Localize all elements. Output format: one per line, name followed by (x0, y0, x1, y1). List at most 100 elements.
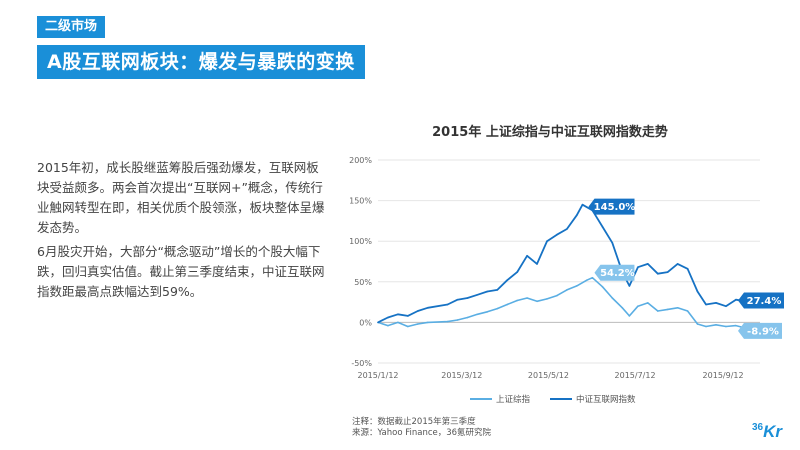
data-point-internet (506, 279, 509, 281)
data-point-internet (456, 298, 459, 301)
data-point-shanghai (656, 310, 659, 312)
data-point-internet (696, 290, 699, 293)
data-point-internet (656, 272, 659, 275)
data-point-shanghai (676, 306, 679, 309)
data-point-shanghai (397, 321, 399, 324)
data-point-shanghai (725, 325, 727, 328)
x-tick-label: 2015/9/12 (703, 371, 744, 380)
data-point-shanghai (516, 299, 518, 302)
data-point-internet (611, 242, 614, 244)
section-tag: 二级市场 (37, 16, 106, 38)
data-point-internet (486, 290, 489, 293)
data-point-internet (705, 303, 707, 306)
data-point-shanghai (506, 303, 509, 306)
data-point-shanghai (621, 306, 624, 309)
data-point-shanghai (556, 294, 558, 297)
data-point-shanghai (496, 307, 499, 310)
data-point-shanghai (416, 323, 419, 325)
data-point-internet (581, 203, 584, 206)
data-point-shanghai (585, 279, 588, 281)
data-point-internet (377, 321, 379, 324)
data-point-internet (387, 316, 389, 319)
x-tick-label: 2015/5/12 (528, 371, 569, 380)
paragraph-2: 6月股灾开始，大部分“概念驱动”增长的个股大幅下跌，回归真实估值。截止第三季度结… (37, 244, 325, 299)
data-point-internet (556, 233, 558, 236)
data-point-internet (526, 255, 528, 257)
data-point-shanghai (486, 311, 489, 313)
data-point-shanghai (715, 324, 717, 326)
data-point-shanghai (696, 323, 699, 325)
data-point-shanghai (536, 300, 538, 303)
data-point-shanghai (735, 324, 737, 327)
data-point-shanghai (466, 316, 469, 319)
data-point-shanghai (591, 276, 594, 279)
36kr-logo: 36Kr (752, 422, 782, 442)
data-point-internet (397, 313, 399, 316)
data-point-shanghai (387, 324, 389, 327)
internet-peak-label: 145.0% (594, 202, 636, 213)
series-line-internet (377, 203, 761, 324)
data-point-shanghai (576, 285, 578, 287)
internet-peak-label-box (588, 198, 635, 215)
data-point-internet (476, 293, 479, 296)
body-text: 2015年初，成长股继蓝筹股后强劲爆发，互联网板块受益颇多。两会首次提出“互联网… (37, 158, 327, 306)
legend-label-shanghai: 上证综指 (496, 394, 531, 405)
data-point-internet (516, 271, 518, 273)
y-tick-label: 200% (349, 156, 372, 165)
y-tick-label: -50% (351, 359, 372, 368)
series-line-shanghai (377, 276, 761, 330)
shanghai-peak-label-box (594, 264, 635, 281)
note-text: 注释：数据截止2015年第三季度 (352, 417, 476, 427)
x-tick-label: 2015/3/12 (441, 371, 482, 380)
data-point-shanghai (686, 310, 689, 312)
data-point-internet (546, 240, 548, 242)
data-point-shanghai (407, 325, 409, 328)
source-text: 来源：Yahoo Finance，36氪研究院 (352, 428, 492, 438)
paragraph-1: 2015年初，成长股继蓝筹股后强劲爆发，互联网板块受益颇多。两会首次提出“互联网… (37, 160, 325, 235)
data-point-internet (566, 228, 568, 230)
data-point-shanghai (566, 289, 568, 291)
shanghai-end-label: -8.9% (747, 326, 779, 337)
shanghai-peak-label: 54.2% (600, 268, 635, 279)
data-point-internet (686, 268, 689, 270)
data-point-internet (466, 297, 469, 299)
data-point-internet (676, 263, 679, 265)
data-point-shanghai (426, 321, 429, 324)
data-point-internet (637, 266, 639, 268)
x-tick-label: 2015/1/12 (357, 371, 398, 380)
logo-letters: Kr (763, 422, 783, 441)
data-point-internet (666, 271, 669, 273)
y-tick-label: 150% (349, 197, 372, 206)
data-point-shanghai (446, 320, 449, 323)
data-point-internet (628, 285, 631, 287)
chart-title: 2015年 上证综指与中证互联网指数走势 (432, 125, 668, 140)
y-tick-label: 0% (359, 318, 372, 327)
data-point-internet (407, 315, 409, 317)
data-point-internet (725, 305, 727, 307)
data-point-shanghai (628, 315, 631, 317)
data-point-shanghai (611, 297, 614, 299)
data-point-shanghai (456, 319, 459, 321)
data-point-internet (576, 214, 578, 217)
y-tick-label: 50% (354, 278, 372, 287)
x-tick-label: 2015/7/12 (615, 371, 656, 380)
data-point-shanghai (601, 285, 604, 288)
data-point-internet (735, 298, 737, 301)
data-point-internet (647, 263, 649, 265)
shanghai-end-label-box (738, 322, 782, 339)
logo-number: 36 (752, 422, 764, 433)
data-point-shanghai (637, 305, 639, 307)
chart-footnote: 注释：数据截止2015年第三季度 来源：Yahoo Finance，36氪研究院 (352, 417, 491, 439)
data-point-shanghai (526, 297, 528, 299)
data-point-internet (536, 263, 538, 265)
data-point-shanghai (666, 308, 669, 311)
data-point-shanghai (546, 298, 548, 300)
internet-end-label-box (738, 292, 784, 309)
data-point-internet (496, 289, 499, 291)
data-point-internet (715, 302, 717, 304)
data-point-internet (601, 225, 604, 228)
internet-end-label: 27.4% (747, 296, 782, 307)
data-point-internet (426, 306, 429, 309)
data-point-internet (416, 310, 419, 312)
